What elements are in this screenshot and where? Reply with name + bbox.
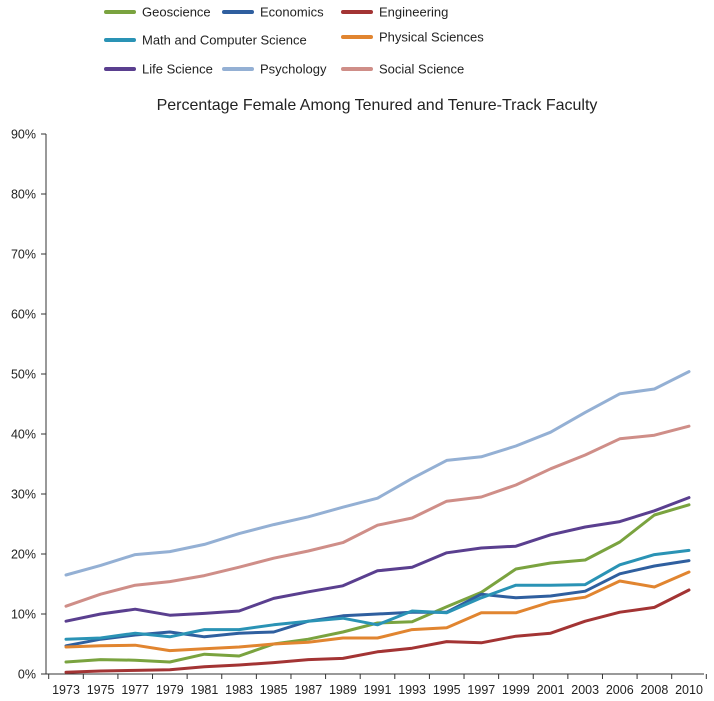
- x-tick-label: 1983: [225, 683, 253, 697]
- legend-label: Engineering: [379, 5, 448, 20]
- x-tick-label: 2006: [606, 683, 634, 697]
- y-axis: 0% 10% 20% 30% 40% 50% 60% 70% 80% 90%: [11, 128, 47, 682]
- legend-label: Life Science: [142, 62, 213, 77]
- x-tick-label: 1999: [502, 683, 530, 697]
- x-tick-label: 1991: [364, 683, 392, 697]
- legend-label: Math and Computer Science: [142, 33, 307, 48]
- series-line-physical-sciences: [64, 570, 691, 653]
- x-tick-label: 1973: [52, 683, 80, 697]
- y-tick-label: 50%: [11, 368, 36, 382]
- legend-label: Economics: [260, 5, 324, 20]
- legend-label: Geoscience: [142, 5, 211, 20]
- x-tick-label: 1993: [398, 683, 426, 697]
- y-tick-label: 0%: [18, 668, 36, 682]
- x-tick-label: 1981: [191, 683, 219, 697]
- x-axis: 1973 1975 1977 1979 1981 1983 1985 1987 1989 1991…: [46, 673, 707, 697]
- legend-label: Social Science: [379, 62, 464, 77]
- x-tick-label: 2001: [537, 683, 565, 697]
- plot-lines: [64, 370, 691, 674]
- legend-item-geoscience: Geoscience: [104, 5, 211, 20]
- x-tick-label: 1987: [294, 683, 322, 697]
- y-tick-label: 80%: [11, 188, 36, 202]
- x-tick-label: 1985: [260, 683, 288, 697]
- y-tick-label: 30%: [11, 488, 36, 502]
- legend-label: Psychology: [260, 62, 327, 77]
- legend-item-life-science: Life Science: [104, 62, 213, 77]
- chart-title: Percentage Female Among Tenured and Tenu…: [157, 97, 598, 114]
- y-tick-label: 70%: [11, 248, 36, 262]
- legend: Geoscience Economics Engineering Math and C…: [104, 5, 484, 77]
- legend-item-economics: Economics: [222, 5, 324, 20]
- x-tick-label: 1977: [121, 683, 149, 697]
- x-tick-label: 1975: [87, 683, 115, 697]
- legend-item-engineering: Engineering: [341, 5, 448, 20]
- x-tick-label: 1979: [156, 683, 184, 697]
- legend-item-physical-sciences: Physical Sciences: [341, 30, 484, 45]
- legend-item-social-science: Social Science: [341, 62, 464, 77]
- x-tick-label: 2003: [571, 683, 599, 697]
- y-tick-label: 40%: [11, 428, 36, 442]
- y-tick-label: 10%: [11, 608, 36, 622]
- legend-label: Physical Sciences: [379, 30, 484, 45]
- x-tick-label: 1997: [467, 683, 495, 697]
- x-tick-label: 1989: [329, 683, 357, 697]
- series-line-social-science: [64, 424, 691, 608]
- series-line-geoscience: [64, 503, 691, 664]
- series-line-engineering: [64, 588, 691, 674]
- x-tick-label: 2010: [675, 683, 703, 697]
- series-line-life-science: [64, 496, 691, 623]
- y-tick-label: 20%: [11, 548, 36, 562]
- legend-item-psychology: Psychology: [222, 62, 327, 77]
- series-line-economics: [64, 559, 691, 648]
- series-line-math-and-computer-science: [64, 548, 691, 641]
- series-line-psychology: [64, 370, 691, 577]
- y-tick-label: 60%: [11, 308, 36, 322]
- legend-item-math-and-computer-science: Math and Computer Science: [104, 33, 307, 48]
- y-tick-label: 90%: [11, 128, 36, 142]
- x-tick-label: 1995: [433, 683, 461, 697]
- x-tick-label: 2008: [640, 683, 668, 697]
